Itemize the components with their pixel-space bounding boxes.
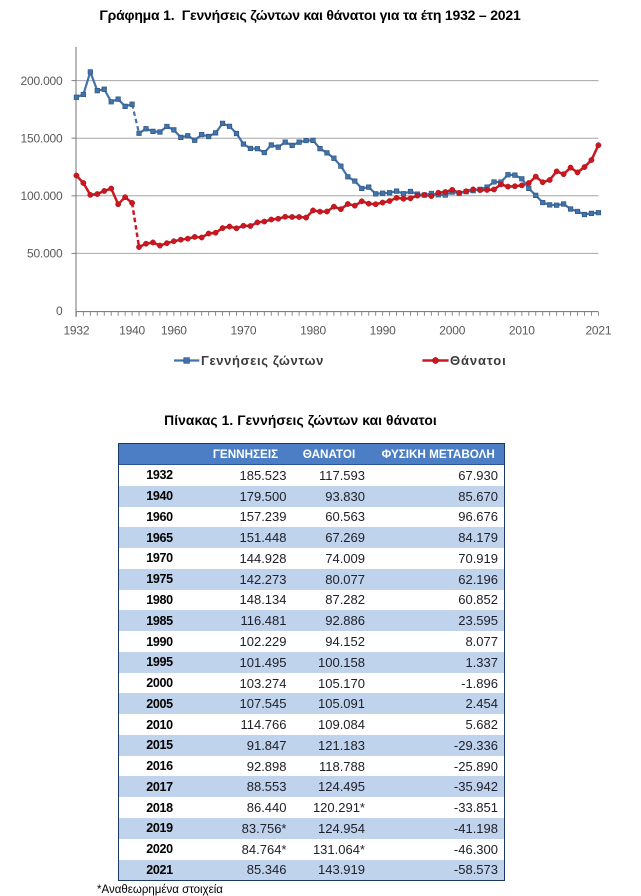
svg-text:0: 0 <box>56 304 63 318</box>
svg-text:100.000: 100.000 <box>21 189 64 203</box>
svg-text:50.000: 50.000 <box>27 247 63 261</box>
svg-text:150.000: 150.000 <box>21 131 64 145</box>
svg-text:2000: 2000 <box>439 323 465 337</box>
svg-text:1940: 1940 <box>119 323 145 337</box>
svg-text:200.000: 200.000 <box>21 74 64 88</box>
svg-text:Θάνατοι: Θάνατοι <box>450 353 507 368</box>
svg-text:1970: 1970 <box>230 323 256 337</box>
svg-text:Γεννήσεις ζώντων: Γεννήσεις ζώντων <box>201 353 324 368</box>
svg-text:1990: 1990 <box>370 323 396 337</box>
svg-text:2010: 2010 <box>509 323 535 337</box>
svg-text:1932: 1932 <box>63 323 89 337</box>
svg-text:2021: 2021 <box>585 323 611 337</box>
svg-text:1960: 1960 <box>161 323 187 337</box>
svg-text:1980: 1980 <box>300 323 326 337</box>
